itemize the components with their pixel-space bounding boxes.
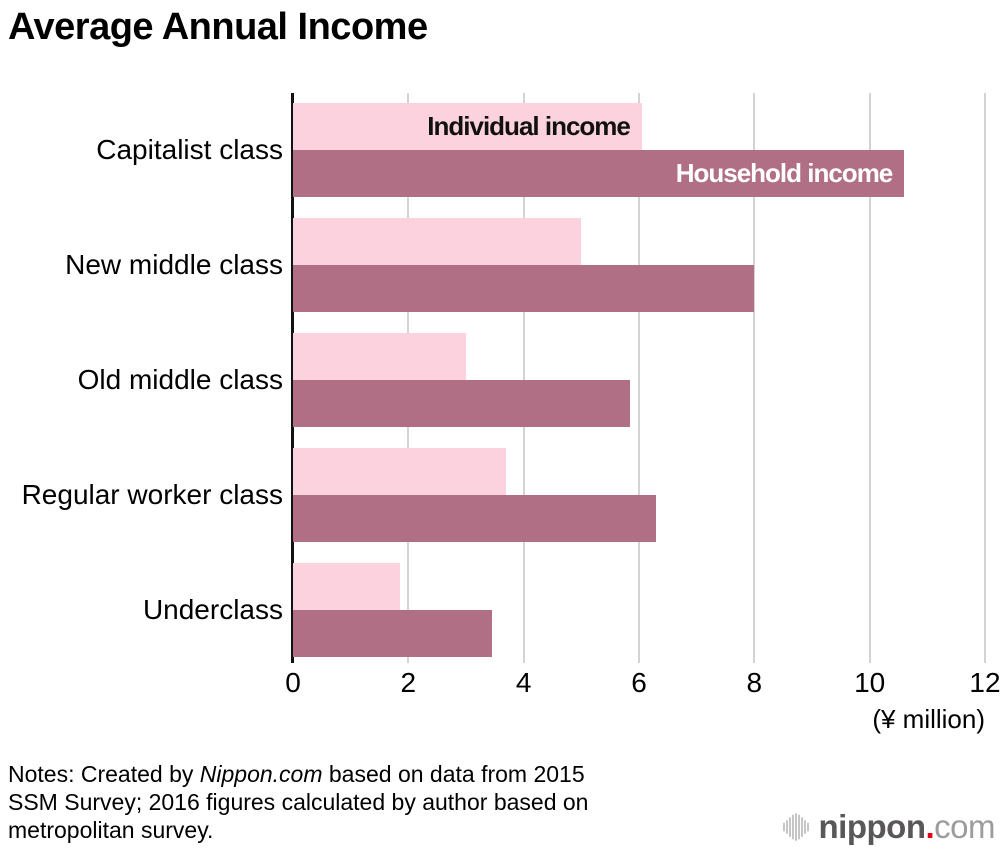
- y-axis-line: [291, 93, 294, 663]
- soundwave-circle-icon: [782, 813, 809, 841]
- legend-label-household-income: Household income: [675, 158, 894, 188]
- nippon-logo: nippon.com: [782, 808, 996, 846]
- bar-household-income-3: [293, 380, 631, 427]
- bar-individual-income-5: [293, 563, 400, 610]
- x-tick-label-2: 2: [400, 667, 417, 698]
- gridline-x-12: [984, 93, 986, 663]
- x-tick-label-10: 10: [854, 667, 886, 698]
- x-tick-label-8: 8: [746, 667, 763, 698]
- logo-red-dot: .: [925, 808, 935, 845]
- bar-individual-income-2: [293, 218, 582, 265]
- category-axis: Capitalist class New middle class Old midd…: [0, 93, 283, 663]
- gridline-x-10: [868, 93, 871, 663]
- logo-word-com: com: [934, 808, 995, 845]
- notes-line-3: metropolitan survey.: [8, 817, 214, 843]
- x-axis-unit-label: (¥ million): [872, 704, 985, 734]
- bar-household-income-5: [293, 610, 492, 657]
- gridline-x-4: [522, 93, 525, 663]
- notes-line-2: SSM Survey; 2016 figures calculated by a…: [8, 789, 589, 815]
- chart-title: Average Annual Income: [8, 6, 428, 48]
- x-axis-ticks: 0 2 4 6 8 10 12: [285, 667, 1000, 701]
- bar-individual-income-1: Individual income: [293, 103, 642, 150]
- notes-source-name: Nippon.com: [199, 761, 323, 787]
- bar-household-income-2: [293, 265, 755, 312]
- gridline-x-6: [638, 93, 640, 663]
- category-label-5: Underclass: [142, 594, 283, 625]
- logo-word-nippon: nippon: [818, 808, 926, 845]
- category-label-1: Capitalist class: [96, 134, 283, 165]
- bar-household-income-1: Household income: [293, 150, 905, 197]
- x-tick-label-0: 0: [285, 667, 301, 698]
- notes-line-1: Notes: Created by Nippon.com based on da…: [8, 761, 585, 787]
- x-tick-label-4: 4: [515, 667, 532, 698]
- legend-label-individual-income: Individual income: [427, 111, 631, 141]
- gridline-x-8: [753, 93, 756, 663]
- plot-area: Individual income Household income: [291, 93, 986, 663]
- bar-household-income-4: [293, 495, 657, 542]
- bar-individual-income-3: [293, 333, 466, 380]
- nippon-logo-text: nippon.com: [818, 808, 996, 846]
- x-tick-label-12: 12: [969, 667, 1000, 698]
- source-notes: Notes: Created by Nippon.com based on da…: [8, 760, 668, 844]
- category-label-4: Regular worker class: [21, 479, 283, 510]
- bar-individual-income-4: [293, 448, 507, 495]
- x-tick-label-6: 6: [631, 667, 647, 698]
- category-label-2: New middle class: [65, 249, 283, 280]
- category-label-3: Old middle class: [77, 364, 283, 395]
